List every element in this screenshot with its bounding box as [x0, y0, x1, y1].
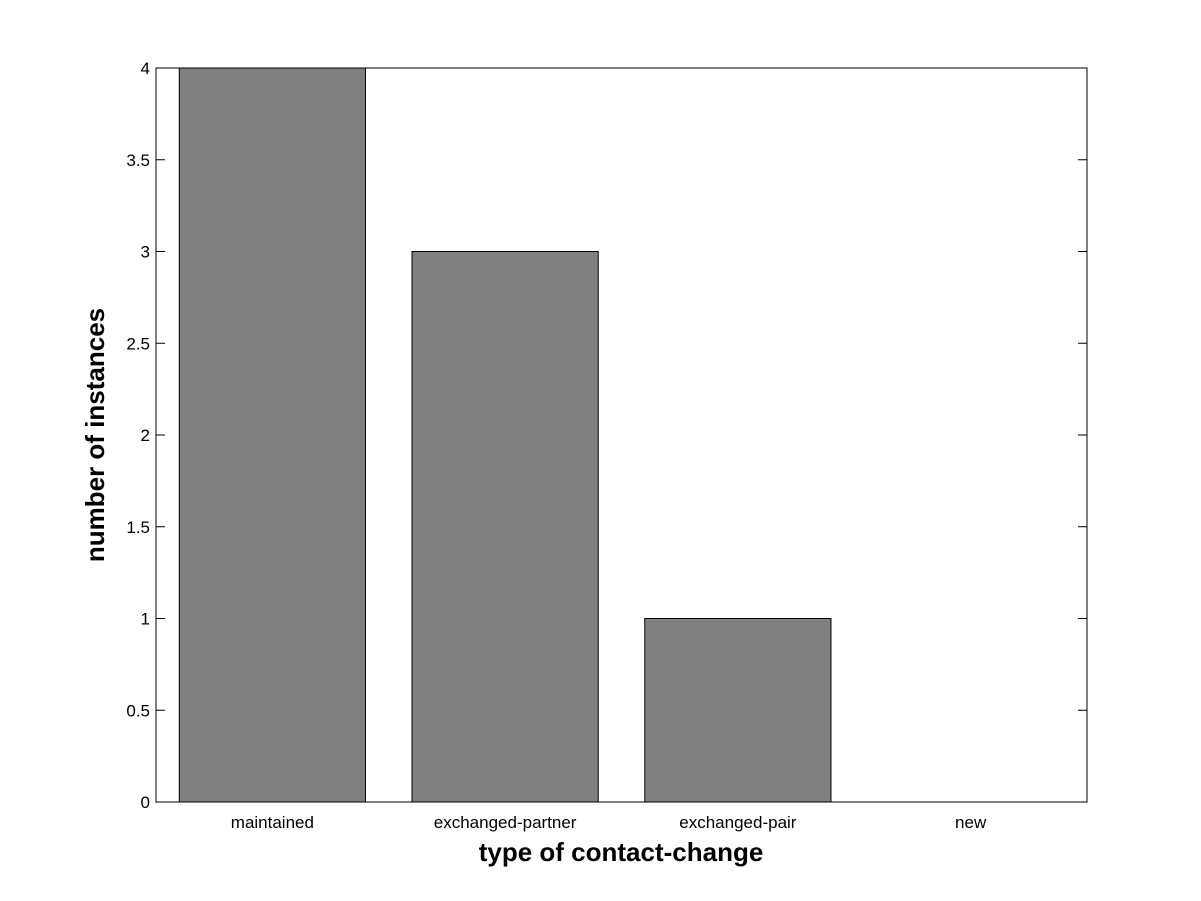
- y-tick-label: 3: [141, 243, 150, 262]
- bar-exchanged-partner: [411, 251, 599, 803]
- y-tick-label: 2.5: [126, 334, 150, 353]
- y-tick-label: 1.5: [126, 518, 150, 537]
- x-axis-label: type of contact-change: [479, 837, 764, 867]
- y-tick-label: 0.5: [126, 701, 150, 720]
- y-tick-label: 1: [141, 610, 150, 629]
- bars: [178, 67, 832, 803]
- axes: maintained exchanged-partner exchanged-pai…: [126, 59, 1088, 832]
- x-tick-label: maintained: [231, 813, 314, 832]
- bar-exchanged-pair: [644, 618, 832, 803]
- y-tick-label: 3.5: [126, 151, 150, 170]
- y-tick-label: 0: [141, 793, 150, 812]
- y-axis-label: number of instances: [80, 308, 110, 562]
- x-tick-label: new: [955, 813, 987, 832]
- bar-maintained: [178, 67, 366, 803]
- y-tick-label: 2: [141, 426, 150, 445]
- y-tick-label: 4: [141, 59, 150, 78]
- x-tick-label: exchanged-partner: [434, 813, 577, 832]
- x-tick-label: exchanged-pair: [679, 813, 797, 832]
